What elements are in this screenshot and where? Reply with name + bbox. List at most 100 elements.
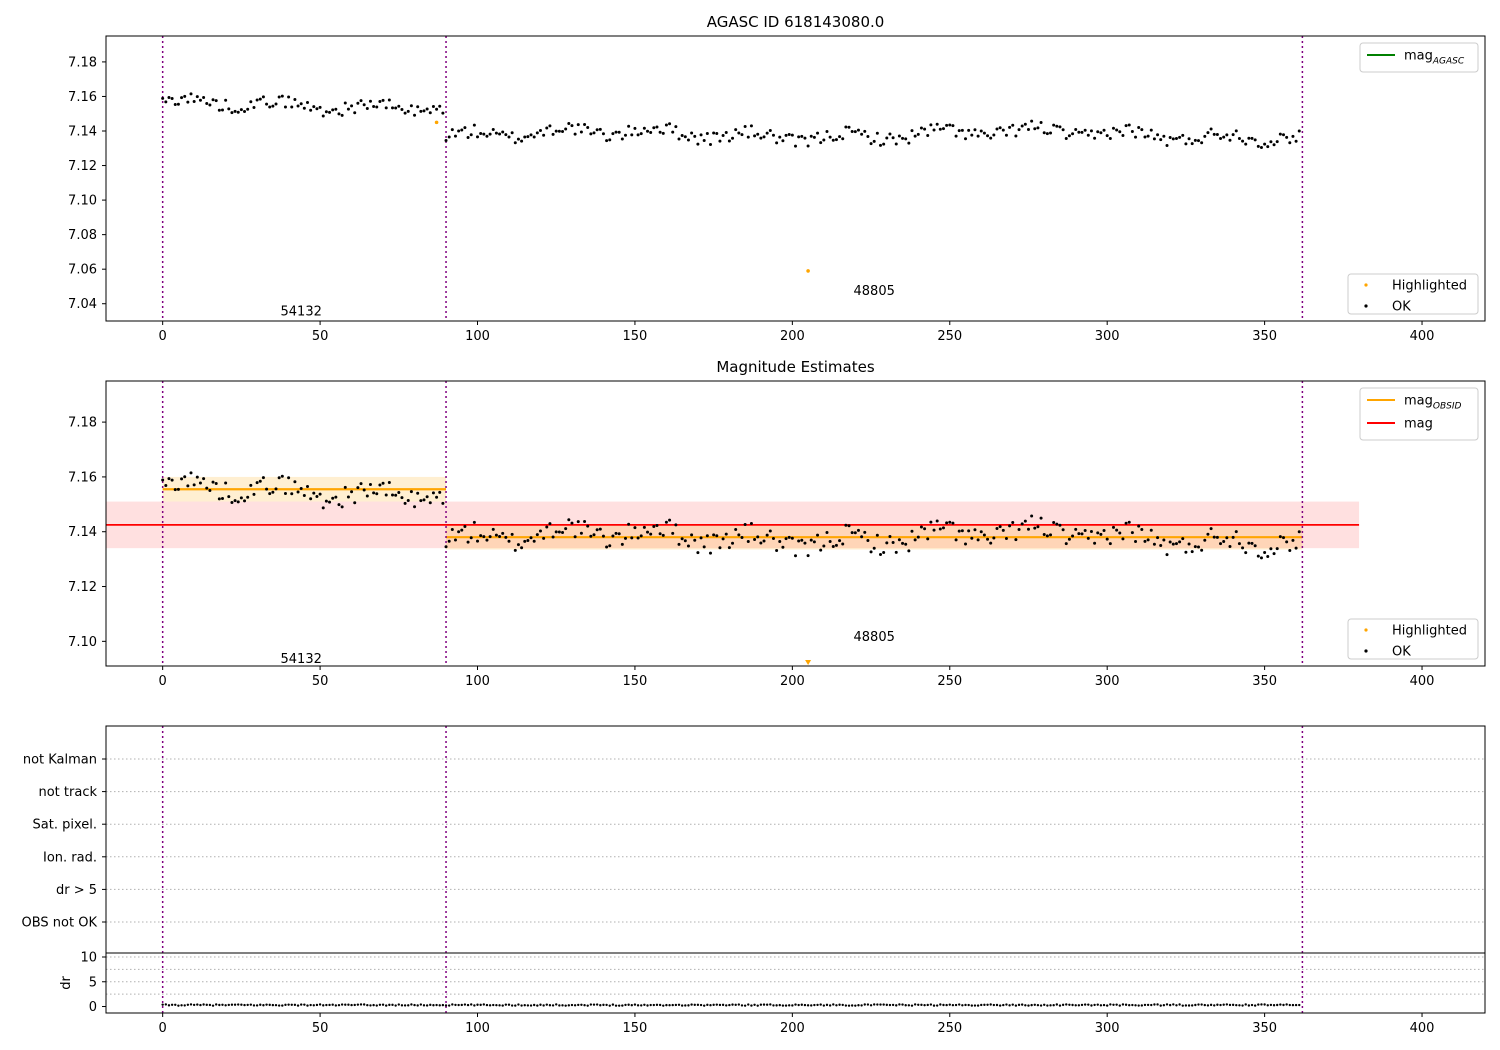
data-point (976, 538, 980, 542)
dr-point (174, 1003, 177, 1006)
data-point (1259, 556, 1263, 560)
data-point (214, 99, 218, 103)
data-point (205, 102, 209, 106)
data-point (797, 539, 801, 543)
dr-point (1288, 1003, 1291, 1007)
dr-point (1030, 1003, 1033, 1007)
y-axis: 7.10 7.12 7.14 7.16 7.18 (68, 416, 106, 650)
data-point (265, 487, 269, 491)
data-point (1146, 134, 1150, 138)
data-point (570, 521, 574, 525)
data-point (721, 537, 725, 541)
data-point (589, 132, 593, 136)
dr-point (832, 1003, 835, 1006)
data-point (636, 536, 640, 540)
dr-point (665, 1003, 668, 1007)
legend-points: Highlighted OK (1347, 273, 1479, 315)
data-point (375, 492, 379, 496)
dr-point (1294, 1003, 1298, 1007)
flag-label: Sat. pixel. (33, 818, 97, 833)
data-point (211, 98, 215, 102)
data-point (529, 536, 533, 540)
data-point (951, 124, 955, 128)
x-tick-label: 200 (780, 1021, 805, 1036)
data-point (513, 141, 517, 145)
data-point (904, 542, 908, 546)
data-point (1237, 137, 1241, 141)
dr-point (177, 1004, 180, 1007)
data-point (167, 477, 171, 481)
data-point (346, 107, 350, 111)
data-point (759, 136, 763, 140)
dr-point (551, 1004, 555, 1007)
dr-point (788, 1004, 791, 1007)
data-point (501, 130, 505, 134)
data-point (1017, 527, 1021, 531)
data-point (1089, 529, 1093, 533)
plot-frame (105, 380, 1486, 667)
y-tick-label: 7.08 (68, 228, 97, 243)
data-point (1250, 136, 1254, 140)
dr-point (800, 1003, 803, 1006)
data-point (822, 138, 826, 142)
data-point (727, 546, 731, 550)
dr-point (265, 1003, 268, 1006)
data-point (1269, 547, 1273, 551)
dr-point (322, 1004, 325, 1007)
data-point (967, 128, 971, 132)
data-point (901, 541, 905, 545)
data-point (1222, 539, 1226, 543)
dr-point (1020, 1003, 1024, 1006)
dr-point (1238, 1004, 1241, 1007)
dr-point (422, 1004, 426, 1007)
data-point (230, 501, 234, 505)
data-point (1080, 130, 1084, 134)
data-point (523, 135, 527, 139)
dr-point (564, 1004, 567, 1007)
dr-point (1244, 1003, 1247, 1006)
data-point (1244, 551, 1248, 555)
data-point (712, 131, 716, 135)
data-point (173, 488, 177, 492)
data-point (919, 525, 923, 529)
dr-point (1235, 1003, 1238, 1007)
data-point (302, 494, 306, 498)
dr-point (189, 1003, 193, 1006)
dr-point (1228, 1003, 1232, 1007)
dr-point (378, 1003, 382, 1006)
data-point (809, 538, 813, 542)
data-point (649, 131, 653, 135)
data-point (831, 544, 835, 548)
data-point (627, 124, 631, 128)
data-point (501, 531, 505, 535)
data-point (485, 134, 489, 138)
dr-point (1225, 1003, 1229, 1006)
data-point (283, 492, 287, 496)
dr-point (1049, 1004, 1052, 1007)
data-point (469, 536, 473, 540)
flag-label: Ion. rad. (43, 850, 97, 865)
data-point (561, 531, 565, 535)
dr-point (882, 1003, 885, 1006)
data-point (378, 483, 382, 487)
dr-point (255, 1004, 259, 1007)
dr-point (482, 1003, 486, 1006)
data-point (1272, 552, 1276, 556)
legend-label: magAGASC (1404, 49, 1465, 67)
data-point (995, 127, 999, 131)
data-point (350, 104, 354, 108)
data-point (1209, 127, 1213, 131)
data-point (198, 481, 202, 485)
dr-point (1200, 1003, 1203, 1006)
data-point (1121, 537, 1125, 541)
data-point (1011, 521, 1015, 525)
data-point (277, 95, 281, 99)
data-point (1039, 120, 1043, 124)
data-point (781, 139, 785, 143)
dr-point (470, 1003, 473, 1006)
dr-point (403, 1004, 407, 1007)
dr-point (1209, 1003, 1213, 1007)
data-point (762, 135, 766, 139)
data-point (1108, 542, 1112, 546)
dr-point (1011, 1003, 1014, 1006)
